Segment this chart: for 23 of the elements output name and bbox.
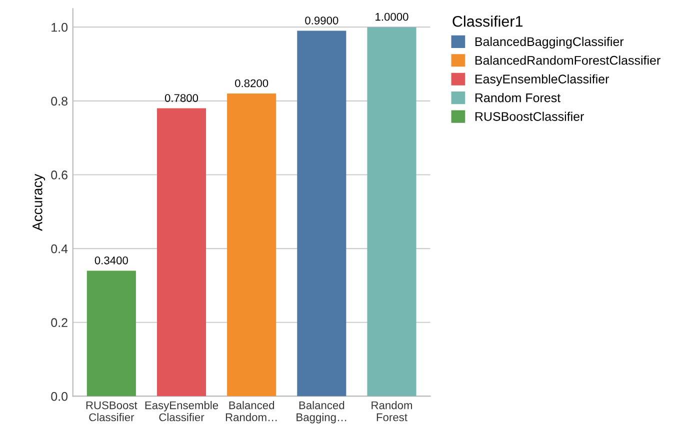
legend-label: EasyEnsembleClassifier <box>475 74 610 86</box>
y-tick-label: 1.0 <box>52 22 68 32</box>
legend-label: BalancedBaggingClassifier <box>475 36 624 49</box>
data-label: 0.7800 <box>164 94 198 102</box>
data-label: 1.0000 <box>376 12 408 21</box>
x-tick-label: Balanced Bagging… <box>296 401 346 424</box>
legend-title: Classifier1 <box>452 16 523 27</box>
y-axis-title: Accuracy <box>32 174 46 231</box>
x-tick-label: Balanced Random… <box>226 401 277 422</box>
y-tick-label: 0.0 <box>51 392 68 401</box>
y-tick-label: 0.2 <box>51 318 68 328</box>
legend-label: RUSBoostClassifier <box>475 112 584 121</box>
data-label: 0.3400 <box>94 256 128 264</box>
legend-label: BalancedRandomForestClassifier <box>475 56 660 65</box>
x-tick-label: EasyEnsemble Classifier <box>145 401 218 422</box>
data-label: 0.9900 <box>305 16 338 24</box>
x-tick-label: RUSBoost Classifier <box>86 401 138 422</box>
x-tick-label: Random Forest <box>372 401 412 422</box>
y-tick-label: 0.8 <box>51 96 68 106</box>
legend-label: Random Forest <box>475 93 560 102</box>
y-tick-label: 0.4 <box>51 244 68 254</box>
y-tick-label: 0.6 <box>51 170 68 180</box>
data-label: 0.8200 <box>235 79 268 88</box>
